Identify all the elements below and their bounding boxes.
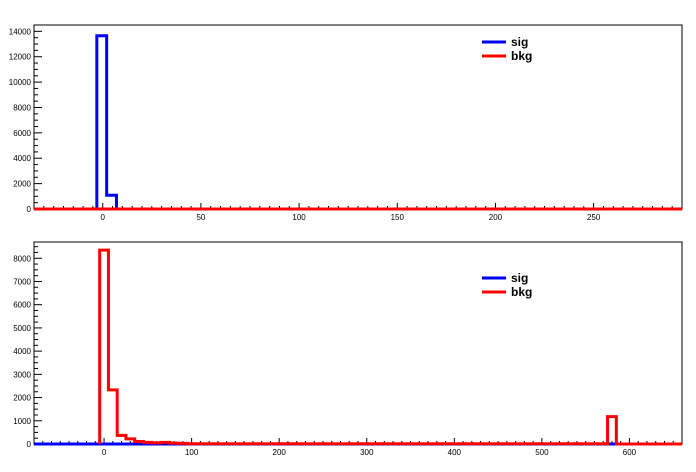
y-tick-label: 6000 — [13, 301, 31, 310]
legend-label-sig: sig — [511, 35, 528, 49]
plot-frame — [33, 241, 683, 445]
y-tick-label: 0 — [27, 205, 32, 214]
series-sig-histogram — [95, 34, 682, 211]
plot-frame — [33, 24, 683, 210]
series-bkg-histogram — [98, 248, 682, 446]
legend-label-sig: sig — [511, 271, 528, 285]
x-tick-label: 100 — [292, 213, 306, 222]
x-tick-label: 600 — [623, 448, 637, 457]
x-tick-label: 100 — [185, 448, 199, 457]
y-tick-label: 14000 — [9, 27, 32, 36]
y-tick-label: 4000 — [13, 154, 31, 163]
x-tick-label: 0 — [102, 448, 107, 457]
legend-label-bkg: bkg — [511, 49, 532, 63]
y-tick-label: 4000 — [13, 347, 31, 356]
y-tick-label: 6000 — [13, 129, 31, 138]
x-tick-label: 300 — [360, 448, 374, 457]
x-tick-label: 0 — [101, 213, 106, 222]
x-tick-label: 150 — [391, 213, 405, 222]
x-tick-label: 50 — [196, 213, 205, 222]
y-tick-label: 12000 — [9, 53, 32, 62]
y-tick-label: 7000 — [13, 277, 31, 286]
y-tick-label: 8000 — [13, 103, 31, 112]
x-tick-label: 200 — [489, 213, 503, 222]
y-tick-label: 0 — [27, 440, 32, 449]
histogram-panel-top: 0 50 100 150 200 250 0 2000 4000 6000 8000 10000 120… — [9, 24, 683, 222]
x-tick-label: 500 — [535, 448, 549, 457]
y-tick-label: 2000 — [13, 394, 31, 403]
x-tick-label: 250 — [587, 213, 601, 222]
y-tick-label: 10000 — [9, 78, 32, 87]
y-tick-label: 8000 — [13, 254, 31, 263]
histogram-panel-bottom: 0 100 200 300 400 500 600010002000300040005000… — [13, 241, 683, 457]
y-tick-label: 5000 — [13, 324, 31, 333]
y-tick-label: 3000 — [13, 370, 31, 379]
x-tick-label: 200 — [273, 448, 287, 457]
legend-label-bkg: bkg — [511, 285, 532, 299]
x-tick-label: 400 — [448, 448, 462, 457]
y-tick-label: 2000 — [13, 180, 31, 189]
y-tick-label: 1000 — [13, 417, 31, 426]
